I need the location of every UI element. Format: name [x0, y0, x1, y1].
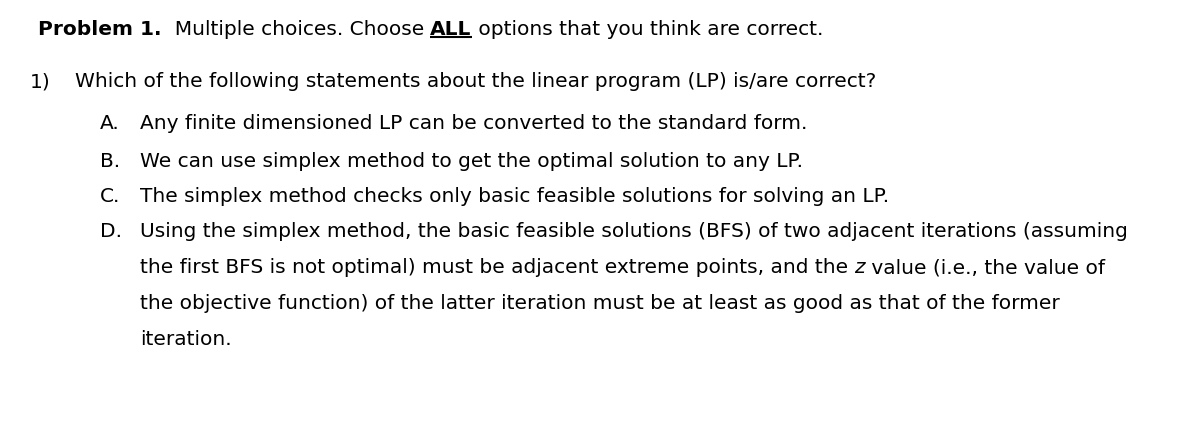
Text: D.: D.	[100, 222, 122, 241]
Text: Multiple choices. Choose: Multiple choices. Choose	[162, 20, 430, 39]
Text: z: z	[854, 258, 865, 277]
Text: Using the simplex method, the basic feasible solutions (BFS) of two adjacent ite: Using the simplex method, the basic feas…	[140, 222, 1128, 241]
Text: the objective function) of the latter iteration must be at least as good as that: the objective function) of the latter it…	[140, 294, 1060, 313]
Text: Any finite dimensioned LP can be converted to the standard form.: Any finite dimensioned LP can be convert…	[140, 114, 808, 133]
Text: The simplex method checks only basic feasible solutions for solving an LP.: The simplex method checks only basic fea…	[140, 187, 889, 206]
Text: the first BFS is not optimal) must be adjacent extreme points, and the: the first BFS is not optimal) must be ad…	[140, 258, 854, 277]
Text: 1): 1)	[30, 72, 50, 91]
Text: C.: C.	[100, 187, 120, 206]
Text: iteration.: iteration.	[140, 330, 232, 349]
Text: value (i.e., the value of: value (i.e., the value of	[865, 258, 1105, 277]
Text: A.: A.	[100, 114, 120, 133]
Text: ALL: ALL	[430, 20, 472, 39]
Text: Problem 1.: Problem 1.	[38, 20, 162, 39]
Text: options that you think are correct.: options that you think are correct.	[472, 20, 823, 39]
Text: We can use simplex method to get the optimal solution to any LP.: We can use simplex method to get the opt…	[140, 152, 803, 171]
Text: Which of the following statements about the linear program (LP) is/are correct?: Which of the following statements about …	[74, 72, 876, 91]
Text: B.: B.	[100, 152, 120, 171]
